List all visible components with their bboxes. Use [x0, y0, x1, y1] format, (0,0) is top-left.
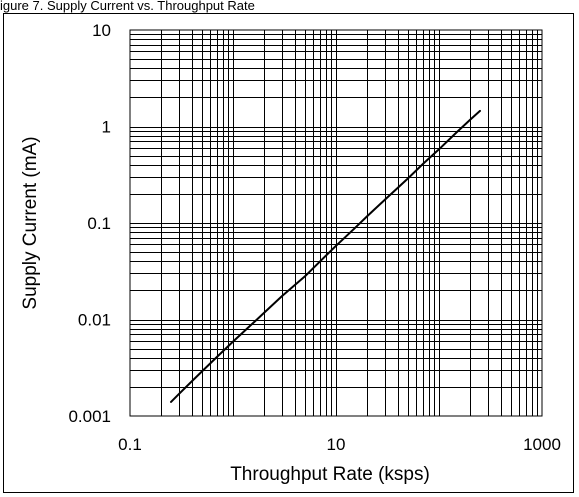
x-tick-labels: 0.1 10 1000: [118, 435, 561, 454]
y-tick-label: 0.01: [78, 311, 111, 330]
y-tick-label: 10: [92, 21, 111, 40]
x-tick-label: 10: [327, 435, 346, 454]
series-layer: [170, 109, 481, 403]
y-tick-label: 0.001: [68, 407, 111, 426]
x-tick-label: 0.1: [118, 435, 142, 454]
y-tick-labels: 0.001 0.01 0.1 1 10: [68, 21, 111, 426]
plot-area: [129, 29, 543, 417]
figure-frame: [3, 13, 574, 493]
y-tick-label: 1: [102, 118, 111, 137]
y-tick-label: 0.1: [87, 214, 111, 233]
x-axis-title: Throughput Rate (ksps): [230, 464, 430, 485]
figure-caption: igure 7. Supply Current vs. Throughput R…: [0, 0, 255, 13]
supply-current-line: [170, 109, 481, 403]
y-axis-title: Supply Current (mA): [20, 136, 41, 309]
grid: [130, 30, 542, 416]
x-tick-label: 1000: [523, 435, 561, 454]
